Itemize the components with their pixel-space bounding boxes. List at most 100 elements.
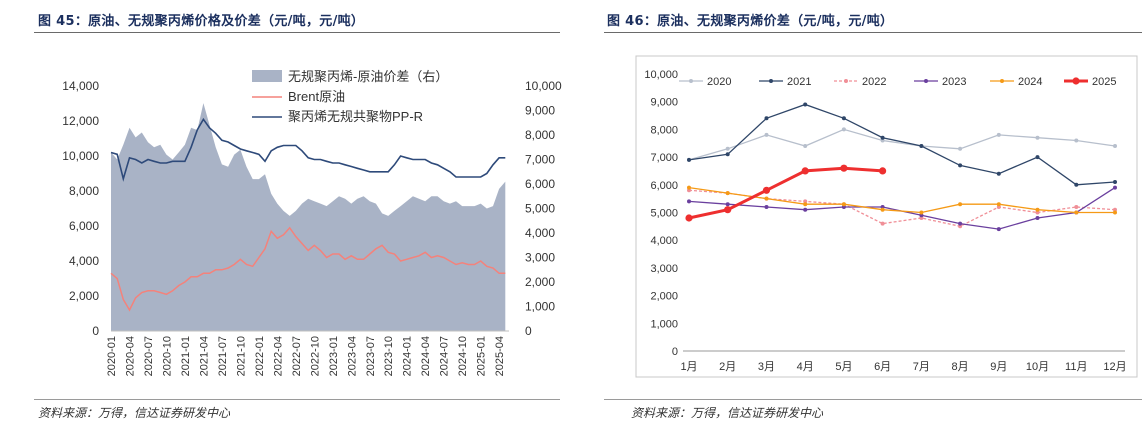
series-point-2024 (1074, 210, 1079, 215)
figure-46-bottom-rule (604, 399, 1142, 400)
x-tick-label: 9月 (990, 361, 1007, 373)
x-tick-label: 2022-04 (272, 336, 284, 376)
series-point-2025 (801, 167, 809, 175)
series-point-2023 (996, 227, 1001, 232)
brent-line-series (110, 226, 506, 312)
x-tick-label: 3月 (758, 361, 775, 373)
series-point-2020 (958, 146, 963, 151)
y-tick-label: 9,000 (650, 97, 678, 109)
x-tick-label: 2021-01 (180, 336, 192, 376)
series-point-2022 (1074, 205, 1079, 209)
series-point-2021 (919, 144, 924, 148)
series-point-2023 (725, 202, 730, 207)
x-tick-label: 2021-04 (198, 336, 210, 376)
figure-46-source: 资料来源：万得，信达证券研发中心 (631, 406, 824, 420)
x-tick-label: 11月 (1065, 361, 1087, 373)
y-tick-label: 0 (672, 346, 678, 358)
y-left-tick-label: 10,000 (62, 149, 99, 163)
series-point-2024 (803, 202, 808, 207)
series-line-2023 (688, 187, 1116, 230)
series-point-2020 (841, 127, 846, 132)
legend-swatch-spread (252, 70, 282, 82)
series-point-2023 (1113, 185, 1117, 190)
legend-label-spread: 无规聚丙烯-原油价差（右） (288, 69, 448, 84)
y-left-tick-label: 0 (92, 324, 99, 338)
figure-45-title: 图 45：原油、无规聚丙烯价格及价差（元/吨，元/吨） (38, 14, 365, 29)
spread-area-series (111, 103, 506, 331)
series-point-2025 (879, 167, 887, 175)
series-point-2022 (1113, 207, 1117, 212)
series-point-2023 (841, 205, 846, 209)
x-tick-label: 2023-01 (328, 336, 340, 376)
x-tick-label: 2022-01 (254, 336, 266, 376)
series-point-2022 (803, 199, 808, 204)
x-tick-label: 12月 (1103, 361, 1126, 373)
x-tick-label: 2020-07 (143, 336, 155, 376)
x-tick-label: 1月 (680, 361, 697, 373)
series-point-2021 (725, 152, 730, 157)
series-point-2021 (1113, 180, 1117, 184)
x-tick-label: 2023-10 (383, 336, 395, 376)
series-point-2022 (996, 205, 1001, 209)
figure-45-bottom-rule (34, 399, 560, 400)
y-right-tick-label: 10,000 (525, 79, 562, 93)
x-tick-label: 2022-10 (309, 336, 321, 376)
y-left-tick-label: 6,000 (69, 219, 99, 233)
series-point-2020 (880, 138, 885, 143)
series-point-2024 (1035, 207, 1040, 212)
y-right-tick-label: 5,000 (525, 202, 555, 216)
y-tick-label: 10,000 (644, 69, 678, 81)
legend-label-2020: 2020 (707, 76, 731, 88)
series-point-2023 (687, 199, 691, 204)
x-tick-label: 2023-04 (346, 336, 358, 376)
x-tick-label: 2025-01 (476, 336, 488, 376)
y-right-tick-label: 9,000 (525, 104, 555, 118)
y-right-tick-label: 8,000 (525, 128, 555, 142)
series-point-2023 (764, 205, 769, 209)
series-point-2021 (841, 116, 846, 121)
series-point-2020 (1113, 144, 1117, 148)
y-left-tick-label: 2,000 (69, 289, 99, 303)
series-point-2020 (764, 132, 769, 137)
x-tick-label: 2024-07 (439, 336, 451, 376)
series-line-2025 (688, 166, 883, 220)
chart46-frame (635, 55, 1138, 378)
legend-label-2021: 2021 (787, 76, 811, 88)
series-point-2024 (996, 202, 1001, 207)
series-point-2024 (841, 202, 846, 207)
series-point-2024 (1113, 210, 1117, 215)
y-left-tick-label: 4,000 (69, 254, 99, 268)
figure-46-top-rule (604, 32, 1142, 33)
series-point-2023 (958, 221, 963, 226)
x-tick-label: 4月 (797, 361, 814, 373)
figure-45-source: 资料来源：万得，信达证券研发中心 (38, 406, 231, 420)
series-point-2021 (764, 116, 769, 121)
y-right-tick-label: 7,000 (525, 153, 555, 167)
legend-marker-2021 (769, 79, 773, 83)
y-right-tick-label: 4,000 (525, 226, 555, 240)
x-tick-label: 7月 (913, 361, 930, 373)
series-point-2023 (919, 213, 924, 218)
series-point-2025 (724, 206, 732, 214)
series-point-2024 (958, 202, 963, 207)
series-line-2021 (688, 103, 1116, 186)
series-point-2025 (762, 186, 771, 194)
series-point-2024 (880, 207, 885, 212)
x-tick-label: 6月 (874, 361, 891, 373)
y-tick-label: 4,000 (650, 235, 678, 247)
x-tick-label: 2021-10 (235, 336, 247, 376)
y-left-tick-label: 8,000 (69, 184, 99, 198)
series-point-2020 (803, 144, 808, 148)
series-point-2020 (725, 146, 730, 151)
legend-label-2023: 2023 (942, 76, 966, 88)
x-tick-label: 10月 (1026, 361, 1049, 373)
chart46-legend: 2020 2021 2022 2023 2024 2025 (679, 76, 1116, 88)
y-right-tick-label: 0 (525, 324, 532, 338)
x-tick-label: 2020-10 (161, 336, 173, 376)
series-point-2024 (919, 210, 924, 215)
series-point-2021 (1074, 182, 1079, 187)
y-right-tick-label: 1,000 (525, 300, 555, 314)
series-point-2021 (958, 163, 963, 168)
series-point-2021 (1035, 155, 1040, 160)
series-point-2020 (1074, 138, 1079, 143)
